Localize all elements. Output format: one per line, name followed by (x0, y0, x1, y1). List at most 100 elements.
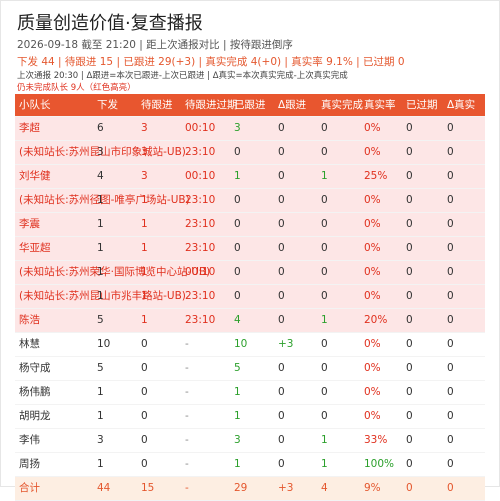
subtitle: 2026-09-18 截至 21:20 | 距上次通报对比 | 按待跟进倒序 (17, 39, 293, 51)
table-cell: 10 (234, 338, 248, 350)
table-cell: 0 (406, 242, 413, 254)
table-cell: 0% (364, 146, 381, 158)
table-cell: 20% (364, 314, 388, 326)
name-cell: 李超 (19, 122, 40, 134)
table-cell: 0 (406, 386, 413, 398)
table-cell: 1 (97, 218, 104, 230)
table-cell: 5 (97, 314, 104, 326)
table-cell: 1 (234, 410, 241, 422)
table-cell: Δ跟进 (278, 99, 307, 111)
title: 质量创造价值·复查播报 (17, 13, 203, 34)
table-cell: 3 (141, 122, 148, 134)
table-cell: 0% (364, 290, 381, 302)
table-row: 胡明龙 1 0 - 1 0 0 0% 0 0 (15, 405, 485, 429)
name-cell: 李震 (19, 218, 40, 230)
table-row: 华亚超 1 1 23:10 0 0 0 0% 0 0 (15, 237, 485, 261)
table-cell: 0 (447, 482, 454, 494)
table-cell: - (185, 410, 189, 422)
table-cell: 15 (141, 482, 155, 494)
table-cell: 1 (234, 458, 241, 470)
table-cell: 0 (447, 170, 454, 182)
table-cell: 0% (364, 242, 381, 254)
table-row: 杨伟鹏 1 0 - 1 0 0 0% 0 0 (15, 381, 485, 405)
table-cell: 0 (278, 242, 285, 254)
table-cell: 0 (278, 290, 285, 302)
table-cell: 0 (406, 458, 413, 470)
table-cell: 3 (141, 170, 148, 182)
table-cell: 0 (321, 290, 328, 302)
table-cell: 0 (406, 482, 413, 494)
table-cell: 已过期 (406, 99, 438, 111)
table-cell: 100% (364, 458, 395, 470)
table-cell: 0 (447, 314, 454, 326)
table-cell: 1 (97, 242, 104, 254)
table-cell: 真实完成 (321, 99, 363, 111)
table-cell: 0 (447, 410, 454, 422)
table-row: (未知站长:苏州昆山市兆丰路站-UB) 1 1 23:10 0 0 0 0% 0 0 (15, 285, 485, 309)
table-cell: 0 (234, 194, 241, 206)
remaining: 仍未完成队长 9人（红色高亮） (17, 83, 136, 93)
table-cell: 0 (406, 194, 413, 206)
table-cell: 1 (97, 386, 104, 398)
table-cell: 1 (141, 266, 148, 278)
table-row: 小队长 下发 待跟进 待跟进过期 已跟进 Δ跟进 真实完成 真实率 已过期 Δ真实 (15, 94, 485, 117)
table-cell: 0 (278, 386, 285, 398)
table-cell: 0 (406, 218, 413, 230)
table-cell: 1 (234, 386, 241, 398)
table-cell: 23:10 (185, 290, 216, 302)
table-cell: Δ真实 (447, 99, 476, 111)
table-cell: 1 (321, 458, 328, 470)
table-cell: 3 (234, 122, 241, 134)
table-cell: 0 (278, 122, 285, 134)
table-cell: 0 (278, 434, 285, 446)
table-cell: 0 (278, 458, 285, 470)
table-row: (未知站长:苏州径图-唯亭广场站-UB) 1 1 23:10 0 0 0 0% 0 0 (15, 189, 485, 213)
table-cell: 0 (321, 386, 328, 398)
table-cell: 1 (141, 218, 148, 230)
table-cell: 0 (321, 338, 328, 350)
name-cell: 刘华健 (19, 170, 51, 182)
table-cell: 23:10 (185, 242, 216, 254)
table-cell: +3 (278, 338, 294, 350)
table-cell: 0 (234, 146, 241, 158)
table-cell: 0 (447, 386, 454, 398)
table-cell: - (185, 434, 189, 446)
table: 小队长 下发 待跟进 待跟进过期 已跟进 Δ跟进 真实完成 真实率 已过期 Δ真实 李超 6 3 00:1… (15, 94, 485, 501)
table-cell: 0 (406, 410, 413, 422)
table-cell: - (185, 458, 189, 470)
table-cell: 0 (278, 218, 285, 230)
table-cell: 0 (406, 362, 413, 374)
table-cell: 23:10 (185, 314, 216, 326)
table-cell: 0 (234, 266, 241, 278)
table-cell: 33% (364, 434, 388, 446)
table-cell: 0% (364, 386, 381, 398)
table-cell: 0 (234, 290, 241, 302)
table-cell: 0% (364, 338, 381, 350)
table-cell: 10 (97, 338, 111, 350)
table-cell: 0 (321, 146, 328, 158)
table-cell: 0 (447, 194, 454, 206)
table-cell: 0 (278, 194, 285, 206)
name-cell: (未知站长:苏州昆山市印象城站-UB) (19, 146, 186, 158)
table-cell: 3 (97, 146, 104, 158)
name-cell: 杨伟鹏 (19, 386, 51, 398)
table-cell: 0 (321, 410, 328, 422)
name-cell: 周扬 (19, 458, 40, 470)
table-cell: 1 (321, 434, 328, 446)
table-cell: 0 (141, 386, 148, 398)
table-cell: 0 (447, 266, 454, 278)
table-cell: - (185, 482, 189, 494)
table-cell: 4 (234, 314, 241, 326)
table-cell: 0 (234, 242, 241, 254)
name-cell: 合计 (19, 482, 40, 494)
table-cell: 1 (141, 290, 148, 302)
table-cell: 0 (447, 434, 454, 446)
table-row: 杨守成 5 0 - 5 0 0 0% 0 0 (15, 357, 485, 381)
table-cell: 0 (447, 218, 454, 230)
table-cell: 23:10 (185, 218, 216, 230)
table-cell: 0 (278, 314, 285, 326)
table-cell: 9% (364, 482, 381, 494)
table-cell: 0% (364, 218, 381, 230)
table-cell: 0 (321, 242, 328, 254)
